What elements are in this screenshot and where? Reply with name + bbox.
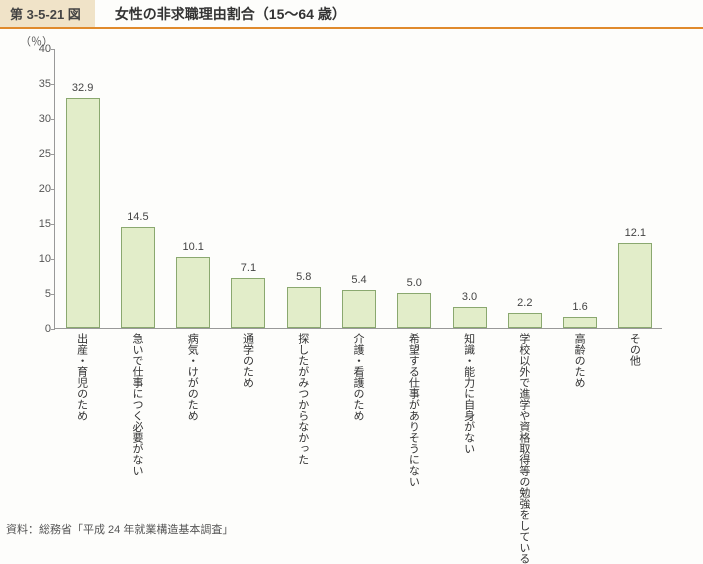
y-tick-mark: [51, 154, 55, 155]
bar: [121, 227, 155, 329]
figure-number: 第 3-5-21 図: [0, 0, 95, 27]
bar-value-label: 5.4: [334, 274, 384, 286]
bar-value-label: 32.9: [58, 82, 108, 94]
y-tick-label: 5: [25, 288, 51, 300]
x-category-label: 希望する仕事がありそうにない: [407, 333, 419, 487]
y-tick-mark: [51, 224, 55, 225]
figure-title: 女性の非求職理由割合（15～64 歳）: [95, 4, 346, 24]
y-tick-mark: [51, 189, 55, 190]
y-tick-label: 0: [25, 323, 51, 335]
x-category-label: 学校以外で進学や資格取得等の勉強をしている: [518, 333, 530, 564]
bar: [176, 257, 210, 328]
bar: [563, 317, 597, 328]
y-tick-label: 10: [25, 253, 51, 265]
y-tick-label: 30: [25, 113, 51, 125]
y-tick-mark: [51, 49, 55, 50]
bar-value-label: 1.6: [555, 301, 605, 313]
figure-header: 第 3-5-21 図 女性の非求職理由割合（15～64 歳）: [0, 0, 703, 29]
chart-area: （％） 32.914.510.17.15.85.45.03.02.21.612.…: [54, 37, 673, 467]
bar: [453, 307, 487, 328]
x-category-label: 出産・育児のため: [76, 333, 88, 421]
y-tick-label: 35: [25, 78, 51, 90]
bars-container: 32.9 14.5 10.1 7.1 5.8 5.4 5.0 3.0 2.2 1.6 12.1: [55, 49, 662, 328]
x-category-label: 通学のため: [241, 333, 253, 388]
bar: [287, 287, 321, 328]
y-tick-mark: [51, 84, 55, 85]
x-category-label: 急いで仕事につく必要がない: [131, 333, 143, 476]
y-tick-label: 40: [25, 43, 51, 55]
bar-value-label: 10.1: [168, 241, 218, 253]
bar-value-label: 12.1: [610, 227, 660, 239]
y-tick-label: 15: [25, 218, 51, 230]
bar: [508, 313, 542, 328]
bar-value-label: 5.0: [389, 277, 439, 289]
plot-region: 32.914.510.17.15.85.45.03.02.21.612.1 05…: [54, 49, 662, 329]
y-tick-label: 20: [25, 183, 51, 195]
x-category-label: その他: [628, 333, 640, 366]
bar-value-label: 2.2: [500, 297, 550, 309]
bar-value-label: 5.8: [279, 271, 329, 283]
source-note: 資料：総務省「平成 24 年就業構造基本調査」: [6, 521, 233, 537]
y-tick-mark: [51, 294, 55, 295]
y-tick-label: 25: [25, 148, 51, 160]
bar-value-label: 7.1: [223, 262, 273, 274]
bar-value-label: 3.0: [445, 291, 495, 303]
x-category-label: 介護・看護のため: [352, 333, 364, 421]
bar-value-label: 14.5: [113, 211, 163, 223]
y-tick-mark: [51, 329, 55, 330]
y-tick-mark: [51, 259, 55, 260]
y-tick-mark: [51, 119, 55, 120]
bar: [618, 243, 652, 328]
bar: [397, 293, 431, 328]
x-category-label: 探したがみつからなかった: [297, 333, 309, 465]
x-category-label: 病気・けがのため: [186, 333, 198, 421]
bar: [342, 290, 376, 328]
x-category-label: 知識・能力に自身がない: [462, 333, 474, 454]
bar: [66, 98, 100, 328]
bar: [231, 278, 265, 328]
x-category-label: 高齢のため: [573, 333, 585, 388]
